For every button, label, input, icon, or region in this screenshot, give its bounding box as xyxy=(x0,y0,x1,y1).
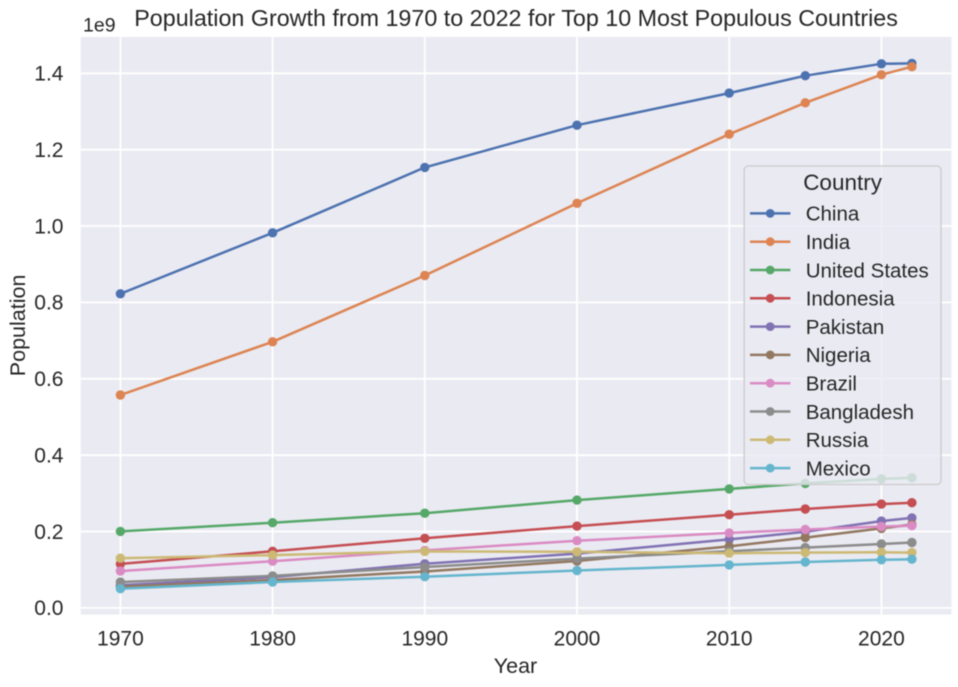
svg-text:Mexico: Mexico xyxy=(806,457,871,480)
svg-text:1.4: 1.4 xyxy=(34,63,64,86)
svg-text:Pakistan: Pakistan xyxy=(806,316,885,339)
svg-text:0.2: 0.2 xyxy=(34,521,63,544)
svg-text:Country: Country xyxy=(803,170,883,195)
svg-text:Bangladesh: Bangladesh xyxy=(806,401,914,424)
svg-text:2010: 2010 xyxy=(706,628,753,651)
svg-text:1990: 1990 xyxy=(401,628,448,651)
svg-text:1e9: 1e9 xyxy=(83,15,116,37)
svg-text:Population Growth from 1970 to: Population Growth from 1970 to 2022 for … xyxy=(134,5,898,31)
svg-text:1.2: 1.2 xyxy=(34,139,63,162)
svg-text:1.0: 1.0 xyxy=(34,215,63,238)
svg-text:0.0: 0.0 xyxy=(34,597,63,620)
svg-text:0.6: 0.6 xyxy=(34,368,63,391)
svg-text:Indonesia: Indonesia xyxy=(806,288,896,311)
svg-text:India: India xyxy=(806,231,851,254)
svg-text:United States: United States xyxy=(806,259,929,282)
svg-text:1970: 1970 xyxy=(97,628,144,651)
svg-text:Russia: Russia xyxy=(806,429,869,452)
svg-text:Population: Population xyxy=(6,275,30,377)
svg-text:Nigeria: Nigeria xyxy=(806,344,872,367)
svg-text:2000: 2000 xyxy=(554,628,601,651)
svg-text:2020: 2020 xyxy=(858,628,905,651)
svg-text:Brazil: Brazil xyxy=(806,373,857,396)
svg-text:0.4: 0.4 xyxy=(34,445,64,468)
svg-text:China: China xyxy=(806,203,860,226)
svg-text:Year: Year xyxy=(494,654,537,678)
svg-text:1980: 1980 xyxy=(249,628,296,651)
svg-text:0.8: 0.8 xyxy=(34,292,63,315)
